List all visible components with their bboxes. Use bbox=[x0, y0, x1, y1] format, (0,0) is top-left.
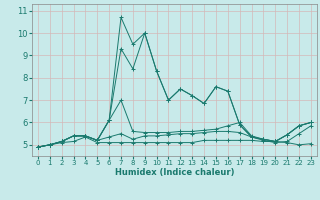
X-axis label: Humidex (Indice chaleur): Humidex (Indice chaleur) bbox=[115, 168, 234, 177]
